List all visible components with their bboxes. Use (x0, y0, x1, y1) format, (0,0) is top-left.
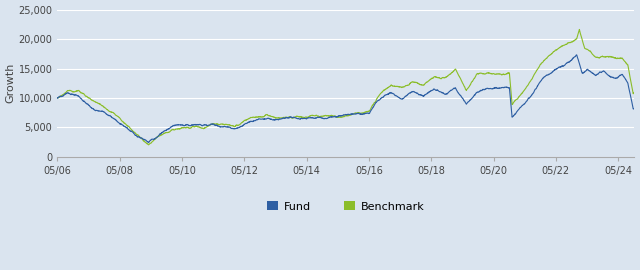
Y-axis label: Growth: Growth (6, 63, 15, 103)
Legend: Fund, Benchmark: Fund, Benchmark (262, 197, 429, 216)
